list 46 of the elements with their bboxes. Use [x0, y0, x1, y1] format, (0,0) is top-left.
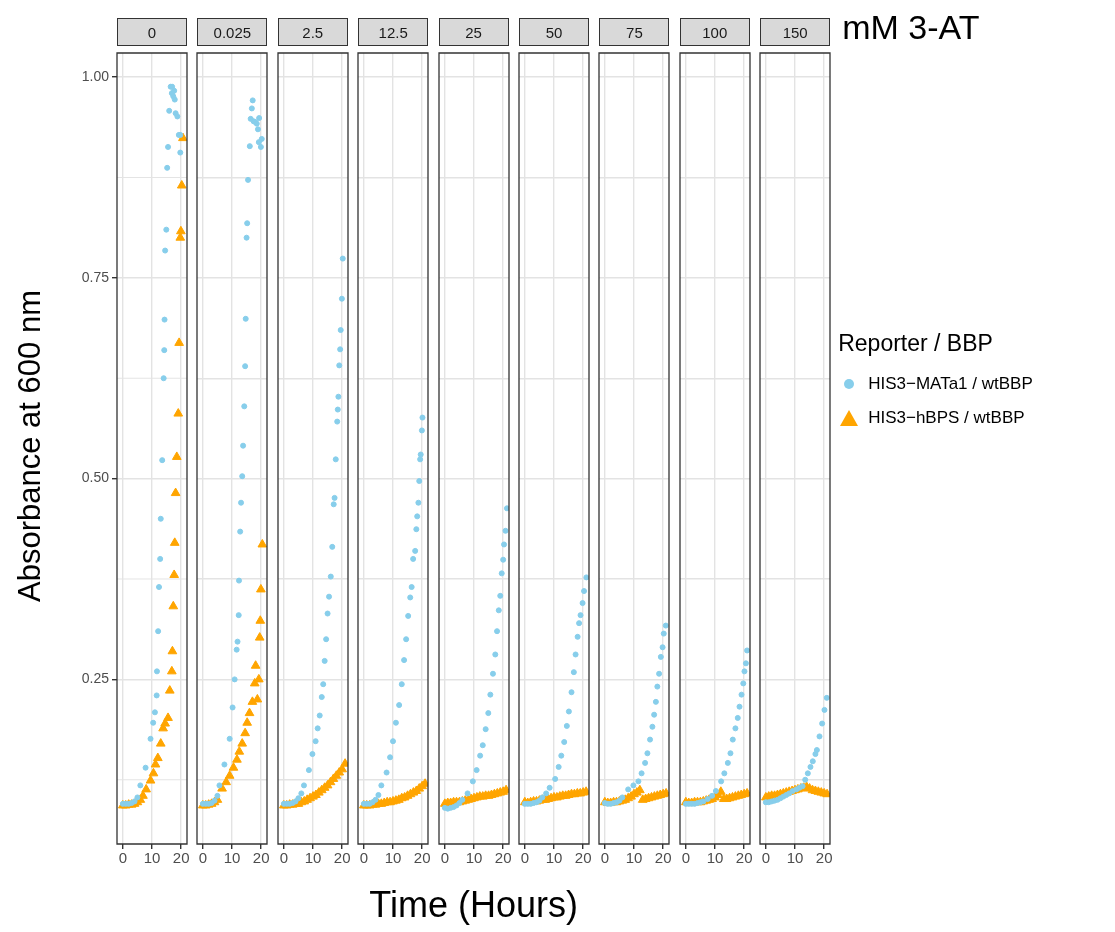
chart-title: 25 — [438, 18, 509, 46]
chart-title: 75 — [599, 18, 670, 46]
x-tick-label: 20 — [333, 849, 351, 867]
x-tick-label: 0 — [279, 849, 288, 867]
x-tick-label: 10 — [224, 849, 241, 867]
chart-title: 50 — [519, 18, 589, 46]
x-tick-label: 10 — [384, 849, 402, 867]
y-tick-label: 0.75 — [81, 268, 110, 285]
x-tick-label: 20 — [253, 849, 270, 867]
x-tick-label: 10 — [143, 849, 161, 867]
x-tick-label: 20 — [494, 849, 512, 867]
x-tick-label: 0 — [440, 849, 449, 867]
x-tick-label: 10 — [304, 849, 322, 867]
y-tick-label: 1.00 — [81, 67, 110, 84]
chart-title: 100 — [679, 18, 750, 46]
x-tick-label: 20 — [574, 849, 592, 867]
x-tick-label: 0 — [520, 849, 530, 867]
x-tick-label: 10 — [465, 849, 482, 867]
x-tick-label: 0 — [681, 849, 690, 867]
chart-title: 0.025 — [197, 18, 268, 46]
chart-title: 2.5 — [277, 18, 348, 46]
x-tick-label: 10 — [545, 849, 563, 867]
x-axis-title: Time (Hours) — [368, 884, 579, 926]
x-tick-label: 0 — [359, 849, 369, 867]
x-tick-label: 10 — [626, 849, 643, 867]
x-tick-label: 20 — [735, 849, 753, 867]
x-tick-label: 20 — [816, 849, 833, 867]
legend-title: Reporter / BBP — [838, 330, 994, 357]
y-tick-label: 0.25 — [81, 670, 110, 687]
chart-title: 150 — [760, 18, 831, 46]
chart-title: 12.5 — [358, 18, 429, 46]
x-tick-label: 0 — [601, 849, 610, 867]
legend-label: HIS3−hBPS / wtBBP — [868, 408, 1025, 428]
y-axis-title: Absorbance at 600 nm — [12, 289, 48, 602]
x-tick-label: 20 — [414, 849, 431, 867]
y-tick-label: 0.50 — [81, 469, 110, 486]
x-tick-label: 0 — [761, 849, 771, 867]
x-tick-label: 10 — [706, 849, 724, 867]
x-tick-label: 0 — [118, 849, 128, 867]
x-tick-label: 10 — [786, 849, 804, 867]
x-tick-label: 20 — [172, 849, 190, 867]
x-tick-label: 20 — [655, 849, 672, 867]
x-tick-label: 0 — [199, 849, 208, 867]
chart-title: 0 — [117, 18, 187, 46]
legend-label: HIS3−MATa1 / wtBBP — [868, 374, 1033, 394]
text: mM 3-AT — [842, 8, 980, 47]
